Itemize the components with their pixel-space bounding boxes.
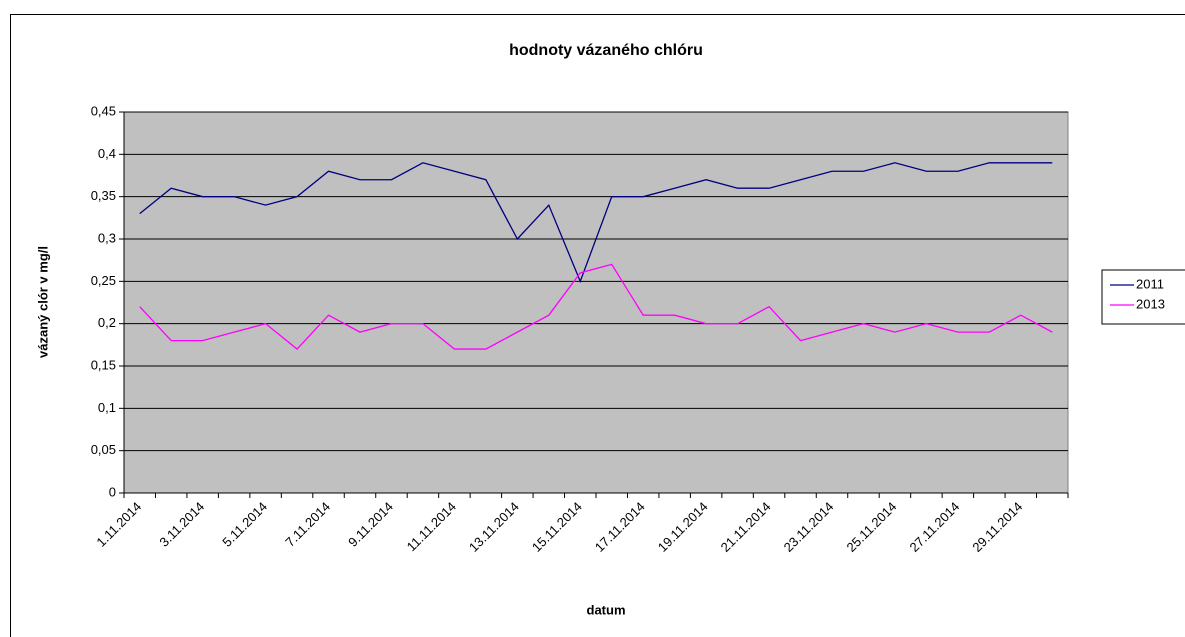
series-line [139, 162, 1053, 284]
legend-label: 2013 [1136, 296, 1165, 311]
y-tick-label: 0,35 [91, 188, 116, 203]
x-axis-label: datum [587, 602, 626, 617]
chart-title: hodnoty vázaného chlóru [509, 42, 703, 59]
legend-label: 2011 [1136, 276, 1164, 291]
y-tick-label: 0,1 [98, 400, 116, 415]
y-tick-label: 0,15 [91, 357, 116, 372]
y-tick-label: 0,05 [91, 442, 116, 457]
plot-area [123, 111, 1069, 494]
legend-box [1101, 269, 1185, 325]
y-tick-label: 0,3 [98, 230, 116, 245]
y-tick-label: 0,2 [98, 315, 116, 330]
y-tick-label: 0,4 [98, 146, 116, 161]
y-tick-label: 0,25 [91, 273, 116, 288]
y-tick-label: 0 [109, 484, 116, 499]
y-tick-label: 0,45 [91, 103, 116, 118]
series-line [139, 263, 1053, 350]
y-axis-label: vázaný clór v mg/l [35, 246, 50, 358]
